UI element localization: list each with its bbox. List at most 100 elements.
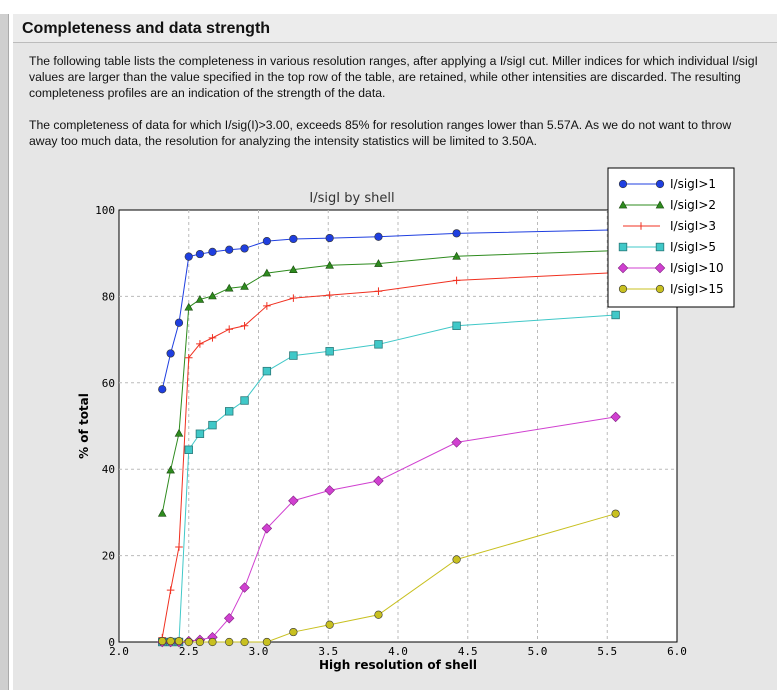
series-line (161, 272, 616, 638)
data-point (289, 265, 298, 273)
legend-marker (618, 242, 628, 252)
data-point (208, 291, 217, 300)
data-point (195, 295, 205, 303)
data-point (225, 325, 234, 334)
data-point (195, 637, 205, 647)
data-point (451, 437, 462, 448)
data-point (196, 340, 204, 348)
x-axis-label: High resolution of shell (319, 658, 477, 672)
data-point (325, 233, 334, 243)
data-point (325, 620, 334, 629)
data-point (289, 351, 298, 360)
data-point (262, 237, 271, 246)
legend-marker (618, 200, 628, 209)
data-point (158, 385, 167, 394)
legend-marker (655, 242, 665, 252)
data-point (452, 229, 461, 238)
legend-marker (637, 222, 645, 230)
data-point (208, 637, 217, 647)
data-point (166, 586, 175, 594)
legend-marker (655, 200, 665, 209)
data-point (184, 353, 193, 362)
x-tick-label: 6.0 (667, 645, 687, 658)
data-point (240, 282, 249, 290)
data-point (288, 495, 299, 506)
data-point (289, 234, 298, 244)
series-line (162, 314, 616, 643)
x-tick-label: 4.0 (388, 645, 408, 658)
data-point (374, 259, 383, 267)
data-point (184, 637, 193, 647)
data-point (325, 260, 334, 269)
data-point (184, 302, 194, 311)
legend-label: I/sigI>15 (670, 282, 724, 296)
data-point (195, 249, 205, 259)
left-scroll-edge (0, 14, 9, 690)
completeness-chart: I/sigI by shell High resolution of shell… (77, 167, 735, 672)
data-point (166, 637, 175, 646)
y-tick-label: 0 (108, 636, 115, 649)
x-tick-label: 2.0 (109, 645, 129, 658)
legend-label: I/sigI>10 (670, 261, 724, 275)
data-point (374, 340, 383, 349)
y-tick-label: 20 (102, 550, 115, 563)
data-point (374, 287, 383, 296)
legend-marker (654, 262, 666, 274)
data-point (325, 291, 334, 299)
data-point (289, 627, 298, 637)
legend-label: I/sigI>1 (670, 177, 716, 191)
legend-marker (617, 262, 629, 274)
data-point (289, 294, 298, 302)
x-tick-label: 5.5 (597, 645, 617, 658)
data-point (240, 321, 249, 330)
y-tick-label: 60 (102, 377, 115, 390)
description-paragraph: The following table lists the completene… (29, 54, 758, 100)
data-point (195, 429, 205, 438)
data-point (452, 276, 461, 285)
data-point (174, 428, 184, 437)
legend-marker (655, 179, 665, 189)
legend-label: I/sigI>2 (670, 198, 716, 212)
data-point (166, 465, 175, 474)
legend-label: I/sigI>5 (670, 240, 716, 254)
data-point (452, 555, 461, 564)
data-point (175, 543, 183, 551)
series-line (161, 250, 616, 514)
data-point (239, 582, 250, 593)
chart-title: I/sigI by shell (309, 191, 394, 206)
data-point (225, 245, 234, 254)
x-tick-label: 2.5 (179, 645, 199, 658)
data-point (261, 523, 273, 534)
data-point (240, 396, 249, 405)
section-header: Completeness and data strength (13, 14, 777, 43)
y-tick-label: 100 (95, 204, 115, 217)
data-point (324, 485, 335, 496)
legend-box (607, 167, 735, 308)
conclusion-paragraph: The completeness of data for which I/sig… (29, 118, 732, 148)
data-point (263, 302, 271, 310)
data-point (611, 310, 620, 320)
data-point (224, 283, 234, 292)
legend-marker (655, 284, 665, 294)
data-point (174, 637, 184, 646)
x-tick-label: 3.5 (318, 645, 338, 658)
data-point (452, 321, 461, 330)
data-point (240, 244, 249, 253)
data-point (610, 411, 621, 423)
legend-marker (618, 179, 628, 189)
y-axis-label: % of total (77, 393, 91, 459)
data-point (611, 509, 620, 518)
data-point (223, 613, 235, 624)
data-point (240, 637, 249, 647)
x-tick-label: 3.0 (249, 645, 269, 658)
data-point (208, 247, 217, 257)
data-point (174, 318, 184, 327)
series-line (161, 229, 616, 390)
data-point (158, 637, 167, 646)
y-tick-label: 40 (102, 463, 115, 476)
data-point (373, 475, 384, 487)
x-tick-label: 4.5 (458, 645, 478, 658)
data-point (262, 268, 272, 277)
y-tick-label: 80 (102, 290, 115, 303)
section-title: Completeness and data strength (22, 20, 271, 37)
